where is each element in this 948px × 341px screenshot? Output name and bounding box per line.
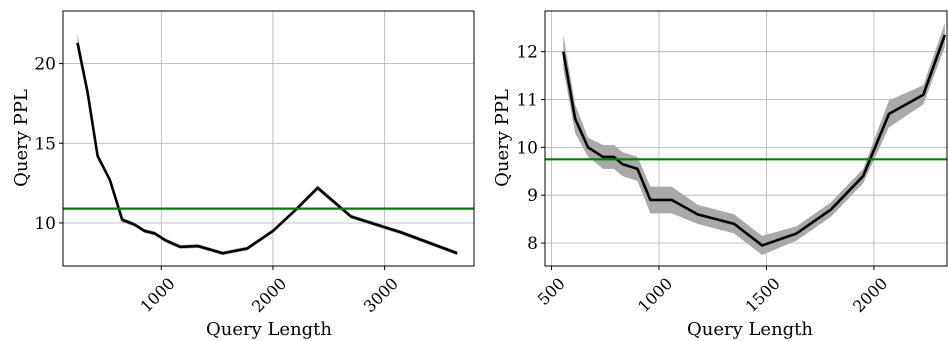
- y-tick-label: 20: [34, 55, 56, 75]
- x-tick-label: 2000: [849, 274, 891, 316]
- right-plot-area: 500 1000 1500 2000 8 9 10 11 12: [516, 10, 948, 316]
- y-tick-label: 15: [34, 134, 56, 154]
- x-tick-label: 3000: [360, 274, 402, 316]
- y-tick-label: 10: [516, 138, 538, 158]
- axes-frame: [544, 10, 948, 267]
- y-tick-label: 8: [527, 234, 538, 254]
- right-panel: Query PPL 500 1000 1500 2000 8 9 10 11 12 Query …: [492, 10, 948, 340]
- y-tick-label: 11: [516, 91, 538, 111]
- x-tick-label: 1000: [136, 274, 178, 316]
- axes-frame: [62, 10, 475, 267]
- y-tick-label: 9: [527, 186, 538, 206]
- x-tick-label: 500: [534, 274, 569, 309]
- left-x-axis-label: Query Length: [206, 319, 332, 340]
- confidence-band: [77, 34, 458, 256]
- left-panel: Query PPL 1000 2000 3000 10 15 20 Query Lengt…: [11, 10, 475, 340]
- left-y-axis-label: Query PPL: [11, 89, 32, 187]
- right-x-axis-label: Query Length: [687, 319, 813, 340]
- series-line: [76, 42, 458, 255]
- x-tick-label: 1000: [634, 274, 676, 316]
- right-y-axis-label: Query PPL: [492, 89, 513, 187]
- confidence-band: [563, 22, 945, 255]
- y-tick-label: 12: [516, 43, 538, 63]
- series-line: [561, 34, 947, 247]
- x-tick-label: 2000: [248, 274, 290, 316]
- y-tick-label: 10: [34, 214, 56, 234]
- x-tick-label: 1500: [742, 274, 784, 316]
- left-plot-area: 1000 2000 3000 10 15 20: [34, 10, 475, 316]
